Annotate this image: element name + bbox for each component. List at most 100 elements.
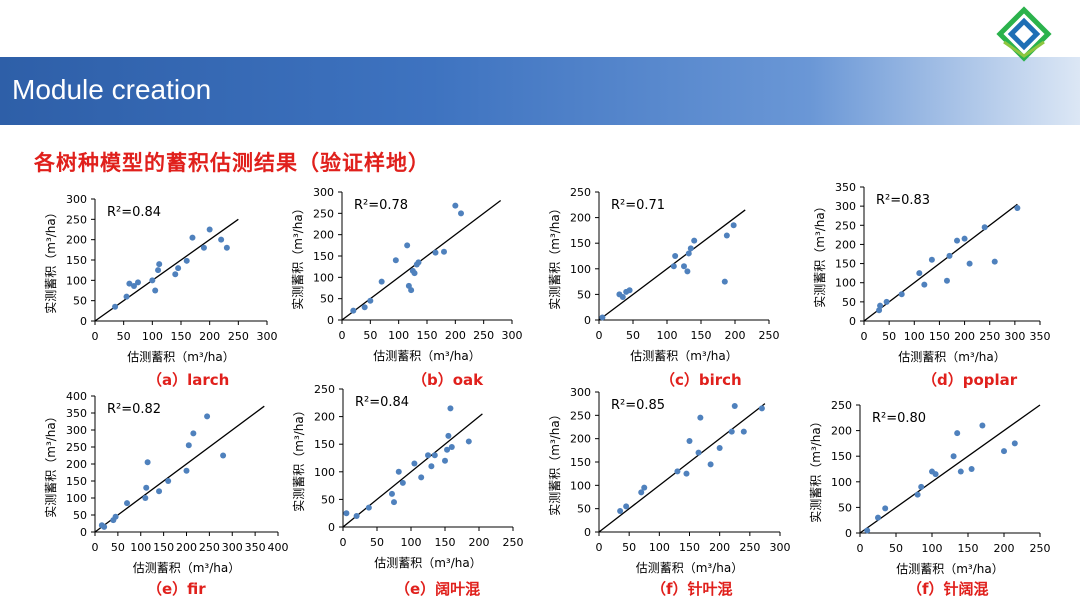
- data-point: [444, 446, 451, 453]
- y-tick-label: 0: [584, 526, 591, 539]
- data-point: [143, 484, 150, 491]
- x-tick-label: 350: [1030, 330, 1051, 343]
- data-point: [928, 256, 935, 263]
- y-tick-label: 50: [73, 295, 87, 308]
- y-tick-label: 50: [838, 501, 852, 514]
- chart-conifer-broadleaf-mixed: 0 50 100 150 200 250 0 50 100 150 200 250 R²=0.80 估测蓄…: [808, 399, 1051, 598]
- fit-line: [341, 200, 502, 321]
- data-point: [343, 510, 350, 517]
- data-point: [185, 442, 192, 449]
- y-tick-label: 150: [66, 475, 87, 488]
- y-tick-label: 400: [66, 390, 87, 403]
- data-point: [200, 244, 207, 251]
- x-tick-label: 200: [445, 329, 466, 342]
- data-point: [707, 461, 714, 468]
- data-point: [408, 287, 415, 294]
- data-point: [155, 267, 162, 274]
- y-tick-label: 100: [66, 492, 87, 505]
- data-point: [687, 245, 694, 252]
- x-tick-label: 150: [435, 536, 456, 549]
- data-point: [981, 224, 988, 231]
- r2-label: R²=0.71: [611, 198, 665, 213]
- data-point: [626, 287, 633, 294]
- x-tick-label: 200: [994, 542, 1015, 555]
- data-point: [458, 210, 464, 217]
- r2-label: R²=0.78: [354, 198, 408, 213]
- data-point: [465, 438, 472, 445]
- y-tick-label: 350: [66, 407, 87, 420]
- data-point: [723, 232, 730, 239]
- x-tick-label: 150: [929, 330, 950, 343]
- x-tick-label: 150: [417, 329, 438, 342]
- x-tick-label: 50: [622, 541, 636, 554]
- chart-caption: （a）larch: [147, 371, 229, 389]
- data-point: [404, 242, 411, 249]
- data-point: [684, 268, 691, 275]
- data-point: [189, 234, 196, 241]
- fit-line: [859, 404, 1041, 534]
- y-tick-label: 250: [831, 399, 852, 412]
- y-axis-label: 实测蓄积（m³/ha）: [43, 206, 58, 314]
- chart-caption: （e）fir: [147, 580, 206, 598]
- y-tick-label: 150: [835, 258, 856, 271]
- y-tick-label: 250: [66, 213, 87, 226]
- x-tick-label: 0: [596, 541, 603, 554]
- x-tick-label: 50: [882, 330, 896, 343]
- y-tick-label: 300: [313, 186, 334, 199]
- data-point: [1001, 448, 1007, 455]
- data-point: [670, 263, 677, 270]
- x-axis-label: 估测蓄积（m³/ha）: [373, 349, 481, 363]
- data-point: [183, 467, 190, 474]
- chart-poplar: 0 50 100 150 200 250 300 350 0 50 100 150 200 250 300 3…: [812, 181, 1051, 389]
- data-point: [452, 202, 459, 209]
- x-axis-label: 估测蓄积（m³/ha）: [898, 350, 1006, 364]
- data-point: [672, 253, 679, 259]
- data-point: [968, 466, 975, 472]
- x-tick-label: 300: [502, 329, 523, 342]
- x-tick-label: 200: [954, 330, 975, 343]
- x-tick-label: 300: [222, 541, 243, 554]
- y-axis-label: 实测蓄积（m³/ha）: [547, 408, 562, 516]
- r2-label: R²=0.84: [107, 205, 161, 220]
- data-point: [130, 283, 137, 290]
- y-tick-label: 200: [66, 234, 87, 247]
- y-tick-label: 350: [835, 181, 856, 194]
- data-point: [730, 222, 737, 229]
- data-point: [961, 235, 968, 242]
- data-point: [378, 278, 385, 285]
- r2-label: R²=0.85: [611, 398, 665, 413]
- data-point: [204, 413, 211, 420]
- fit-line: [94, 405, 265, 533]
- data-point: [979, 422, 986, 429]
- y-tick-label: 50: [320, 293, 334, 306]
- data-point: [172, 271, 179, 278]
- x-tick-label: 0: [857, 542, 864, 555]
- data-point: [1014, 205, 1021, 212]
- chart-broadleaf-mixed: 0 50 100 150 200 250 0 50 100 150 200 250 R²=0.84 估测蓄…: [291, 383, 524, 598]
- fit-line: [342, 413, 483, 528]
- x-tick-label: 100: [142, 330, 163, 343]
- data-point: [877, 302, 884, 309]
- x-axis-label: 估测蓄积（m³/ha）: [127, 350, 235, 364]
- data-point: [932, 471, 939, 478]
- x-tick-label: 250: [199, 541, 220, 554]
- data-point: [882, 505, 889, 512]
- chart-oak: 0 50 100 150 200 250 300 0 50 100 150 200 250 300 R²=0…: [290, 186, 523, 389]
- y-tick-label: 200: [313, 229, 334, 242]
- y-tick-label: 150: [66, 254, 87, 267]
- x-tick-label: 50: [117, 330, 131, 343]
- x-tick-label: 200: [199, 330, 220, 343]
- x-tick-label: 150: [679, 541, 700, 554]
- data-point: [206, 226, 213, 233]
- data-point: [361, 304, 368, 311]
- y-tick-label: 100: [314, 466, 335, 479]
- data-point: [126, 280, 133, 287]
- y-tick-label: 100: [313, 271, 334, 284]
- x-tick-label: 100: [130, 541, 151, 554]
- data-point: [442, 457, 448, 464]
- data-point: [623, 503, 630, 510]
- y-tick-label: 250: [314, 383, 335, 396]
- y-tick-label: 250: [313, 207, 334, 220]
- data-point: [447, 405, 454, 412]
- x-tick-label: 200: [176, 541, 197, 554]
